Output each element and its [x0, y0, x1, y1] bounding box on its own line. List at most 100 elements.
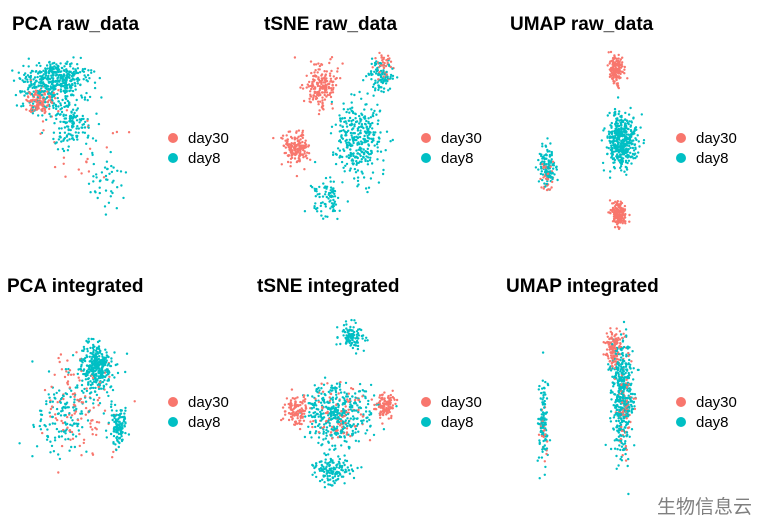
legend-item-day30: day30: [421, 392, 482, 412]
scatter-point-day8: [102, 361, 105, 365]
scatter-point-day8: [336, 217, 339, 221]
scatter-point-day8: [370, 108, 373, 111]
scatter-point-day8: [607, 146, 610, 150]
scatter-point-day8: [356, 423, 360, 426]
scatter-point-day8: [60, 127, 63, 130]
scatter-point-day8: [358, 382, 362, 386]
scatter-point-day30: [97, 385, 100, 389]
scatter-point-day8: [62, 114, 65, 118]
scatter-point-day8: [314, 430, 318, 433]
scatter-point-day30: [611, 67, 614, 71]
scatter-point-day30: [385, 73, 388, 76]
scatter-point-day8: [352, 418, 355, 421]
scatter-point-day30: [292, 152, 295, 155]
scatter-point-day30: [97, 421, 101, 424]
scatter-point-day8: [540, 391, 543, 395]
scatter-point-day30: [39, 132, 42, 135]
scatter-point-day30: [98, 396, 101, 400]
scatter-point-day8: [114, 443, 117, 446]
scatter-point-day30: [82, 441, 86, 445]
scatter-point-day8: [69, 423, 72, 426]
scatter-point-day8: [612, 428, 615, 431]
scatter-point-day8: [354, 396, 357, 399]
scatter-point-day30: [610, 333, 614, 336]
scatter-point-day8: [83, 358, 86, 361]
scatter-point-day30: [62, 162, 65, 165]
scatter-point-day30: [296, 417, 299, 420]
scatter-point-day8: [348, 116, 352, 120]
scatter-point-day30: [609, 208, 612, 212]
scatter-point-day8: [634, 126, 638, 129]
scatter-point-day30: [75, 351, 78, 354]
scatter-point-day8: [93, 356, 96, 359]
scatter-point-day8: [52, 393, 56, 396]
scatter-point-day8: [620, 455, 623, 459]
chart-title: UMAP integrated: [506, 276, 659, 297]
scatter-point-day8: [342, 475, 345, 478]
scatter-point-day8: [81, 349, 84, 352]
scatter-point-day8: [537, 158, 540, 162]
scatter-point-day8: [610, 144, 613, 147]
scatter-point-day30: [301, 136, 304, 140]
scatter-point-day8: [327, 453, 330, 456]
scatter-point-day8: [47, 74, 50, 78]
scatter-point-day30: [304, 155, 307, 158]
scatter-point-day8: [343, 482, 346, 485]
scatter-point-day8: [360, 466, 363, 469]
scatter-point-day30: [49, 415, 52, 418]
scatter-point-day30: [85, 161, 88, 164]
scatter-point-day8: [95, 347, 99, 351]
scatter-point-day8: [544, 380, 547, 384]
scatter-point-day8: [619, 166, 622, 170]
scatter-point-day30: [94, 426, 97, 430]
scatter-point-day8: [631, 392, 634, 396]
scatter-point-day8: [105, 160, 109, 163]
scatter-point-day30: [68, 429, 72, 432]
scatter-point-day8: [617, 435, 621, 438]
scatter-point-day30: [383, 409, 386, 412]
scatter-point-day8: [83, 96, 87, 99]
scatter-point-day8: [619, 363, 623, 366]
scatter-point-day8: [543, 154, 546, 157]
scatter-point-day8: [368, 159, 372, 162]
scatter-point-day30: [331, 107, 334, 110]
scatter-point-day8: [633, 393, 637, 396]
scatter-point-day8: [101, 365, 104, 368]
scatter-point-day8: [324, 176, 328, 180]
scatter-point-day30: [298, 419, 301, 422]
scatter-point-day8: [50, 444, 54, 448]
scatter-point-day8: [625, 119, 629, 123]
scatter-point-day30: [91, 428, 94, 431]
scatter-point-day8: [333, 413, 337, 417]
scatter-point-day8: [356, 129, 360, 132]
scatter-point-day8: [550, 150, 553, 154]
scatter-point-day8: [343, 436, 346, 439]
scatter-point-day8: [324, 405, 328, 408]
scatter-point-day8: [350, 93, 353, 96]
scatter-point-day8: [618, 134, 622, 137]
scatter-point-day8: [103, 205, 107, 208]
scatter-point-day30: [300, 407, 303, 410]
scatter-point-day8: [99, 363, 103, 366]
legend-item-day8: day8: [421, 148, 482, 168]
scatter-point-day8: [345, 143, 349, 147]
scatter-point-day8: [623, 123, 627, 127]
scatter-point-day8: [98, 186, 101, 189]
scatter-point-day8: [343, 330, 346, 334]
scatter-point-day8: [74, 131, 78, 134]
scatter-point-day30: [59, 353, 63, 356]
scatter-point-day30: [385, 59, 388, 62]
scatter-point-day8: [319, 202, 323, 205]
scatter-point-day8: [602, 169, 606, 172]
scatter-point-day30: [625, 405, 628, 408]
scatter-point-day8: [343, 116, 346, 120]
scatter-point-day8: [607, 130, 611, 133]
scatter-point-day8: [40, 93, 43, 97]
scatter-point-day8: [606, 152, 609, 156]
scatter-point-day30: [615, 341, 619, 344]
scatter-point-day8: [111, 388, 115, 392]
scatter-point-day30: [95, 420, 99, 424]
scatter-point-day8: [67, 128, 70, 131]
scatter-point-day8: [366, 163, 370, 166]
scatter-point-day8: [376, 66, 379, 70]
